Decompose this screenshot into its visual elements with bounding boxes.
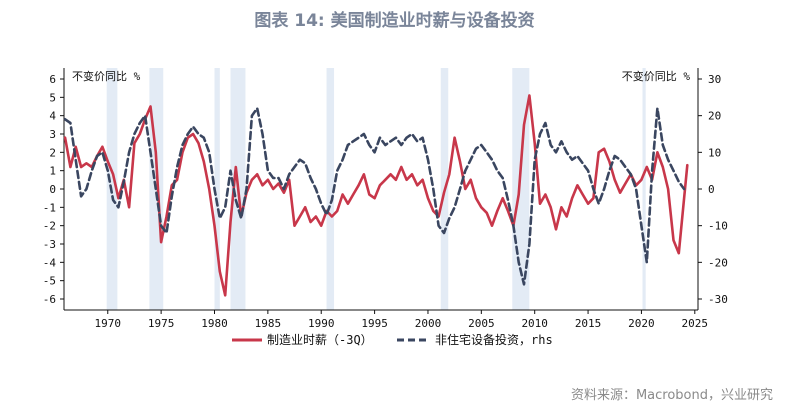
series-lines [63,94,689,297]
source-note: 资料来源：Macrobond，兴业研究 [570,388,773,403]
legend-label-wage: 制造业时薪（-3Q） [267,333,373,347]
x-tick-label-6: 2000 [415,317,442,330]
left-tick-label-10: -4 [43,256,57,269]
left-axis-unit: 不变价同比 % [72,69,141,83]
left-tick-label-1: 5 [49,91,56,104]
left-tick-label-4: 2 [49,146,56,159]
left-tick-label-7: -1 [43,201,56,214]
left-tick-label-5: 1 [49,165,56,178]
legend: 制造业时薪（-3Q） 非住宅设备投资，rhs [232,332,553,347]
x-tick-label-2: 1980 [201,317,228,330]
recession-band-2 [214,68,220,310]
x-axis-ticks: 1970 1975 1980 1985 1990 1995 2000 2005 2010 2015… [95,310,709,330]
left-tick-label-2: 4 [49,110,56,123]
x-tick-label-8: 2010 [521,317,548,330]
chart-title: 图表 14: 美国制造业时薪与设备投资 [254,11,535,31]
left-tick-label-11: -5 [43,275,56,288]
x-tick-label-9: 2015 [575,317,602,330]
x-tick-label-0: 1970 [95,317,122,330]
right-tick-label-1: 20 [708,110,721,123]
x-tick-label-10: 2020 [628,317,655,330]
right-axis-unit: 不变价同比 % [622,69,691,83]
left-tick-label-12: -6 [43,293,56,306]
left-tick-label-8: -2 [43,220,56,233]
recession-bands [106,68,646,310]
series-line-wage [63,94,689,297]
right-tick-label-6: -30 [708,293,728,306]
recession-band-4 [326,68,335,310]
left-tick-label-0: 6 [49,73,56,86]
right-axis-ticks: 30 20 10 0 -10 -20 -30 [698,73,728,306]
legend-label-investment: 非住宅设备投资，rhs [435,332,553,347]
right-tick-label-5: -20 [708,256,728,269]
series-line-investment [63,107,686,286]
x-tick-label-3: 1985 [255,317,282,330]
right-tick-label-2: 10 [708,146,721,159]
left-tick-label-6: 0 [49,183,56,196]
x-tick-label-11: 2025 [682,317,709,330]
left-axis-ticks: 6 5 4 3 2 1 0 -1 -2 -3 -4 -5 -6 [43,73,64,306]
right-tick-label-3: 0 [708,183,715,196]
recession-band-7 [642,68,646,310]
right-tick-label-0: 30 [708,73,721,86]
x-tick-label-7: 2005 [468,317,495,330]
right-tick-label-4: -10 [708,220,728,233]
x-tick-label-4: 1990 [308,317,335,330]
left-tick-label-3: 3 [49,128,56,141]
x-tick-label-1: 1975 [148,317,175,330]
x-tick-label-5: 1995 [361,317,388,330]
left-tick-label-9: -3 [43,238,56,251]
